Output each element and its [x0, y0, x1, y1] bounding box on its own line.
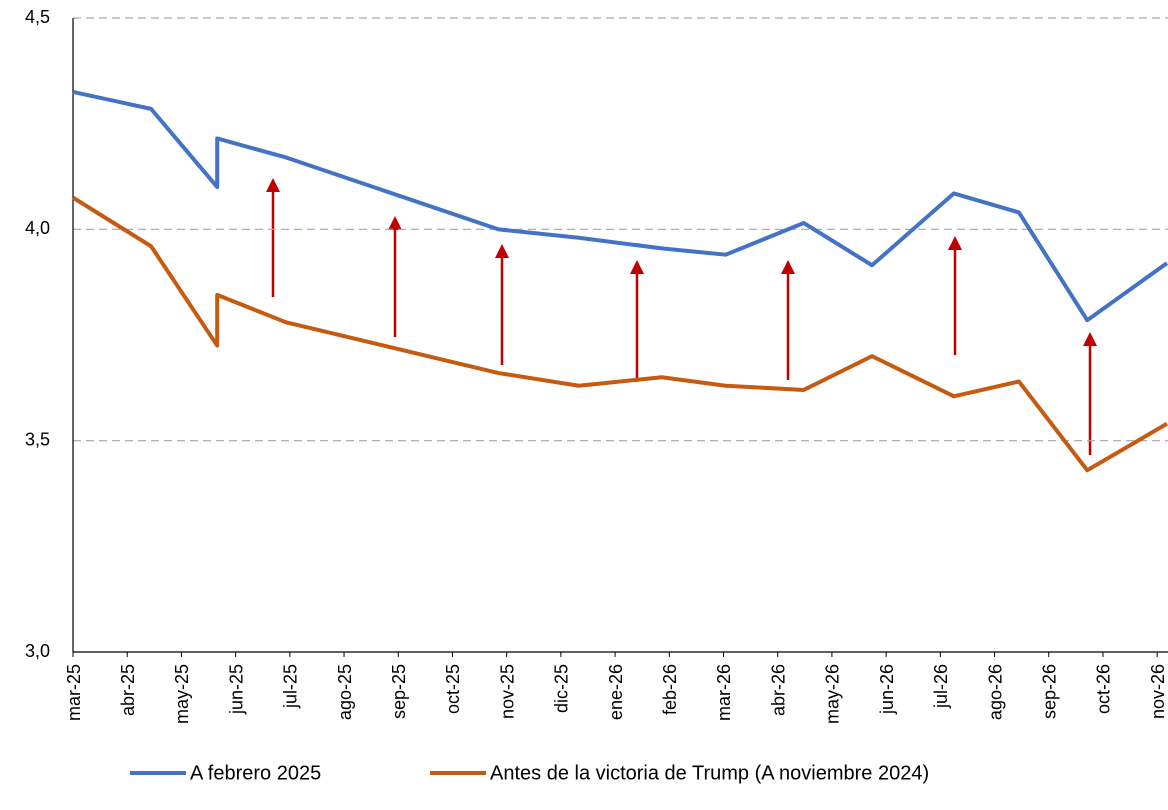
legend-label: A febrero 2025	[190, 762, 321, 784]
x-tick-label: jul-26	[931, 664, 951, 709]
y-tick-label: 3,0	[25, 641, 50, 661]
x-tick-label: may-26	[823, 664, 843, 724]
x-tick-label: mar-26	[714, 664, 734, 721]
x-tick-label: may-25	[172, 664, 192, 724]
x-tick-label: feb-26	[660, 664, 680, 715]
x-tick-label: sep-26	[1039, 664, 1059, 719]
arrows	[266, 178, 1097, 455]
x-tick-label: jun-26	[877, 664, 897, 715]
x-tick-label: jun-25	[226, 664, 246, 715]
x-tick-label: abr-25	[118, 664, 138, 716]
x-tick-label: nov-26	[1148, 664, 1168, 719]
y-tick-label: 4,5	[25, 7, 50, 27]
plot: 3,0 3,5 4,0 4,5 mar-25 abr-25 may-25 jun-25 jul-…	[25, 7, 1168, 784]
x-tick-label: sep-25	[389, 664, 409, 719]
x-tick-label: dic-25	[552, 664, 572, 713]
series-line	[71, 195, 1168, 473]
x-tick-label: oct-26	[1094, 664, 1114, 714]
x-tick-label: jul-25	[281, 664, 301, 709]
y-tick-label: 3,5	[25, 429, 50, 449]
x-tick-label: nov-25	[497, 664, 517, 719]
x-tick-label: abr-26	[768, 664, 788, 716]
legend-label: Antes de la victoria de Trump (A noviemb…	[490, 762, 929, 784]
x-tick-label: oct-25	[443, 664, 463, 714]
x-tick-label: ene-26	[606, 664, 626, 720]
x-tick-label: mar-25	[64, 664, 84, 721]
y-tick-label: 4,0	[25, 218, 50, 238]
series-line	[72, 90, 1168, 323]
x-tick-label: ago-25	[335, 664, 355, 720]
x-tick-label: ago-26	[985, 664, 1005, 720]
